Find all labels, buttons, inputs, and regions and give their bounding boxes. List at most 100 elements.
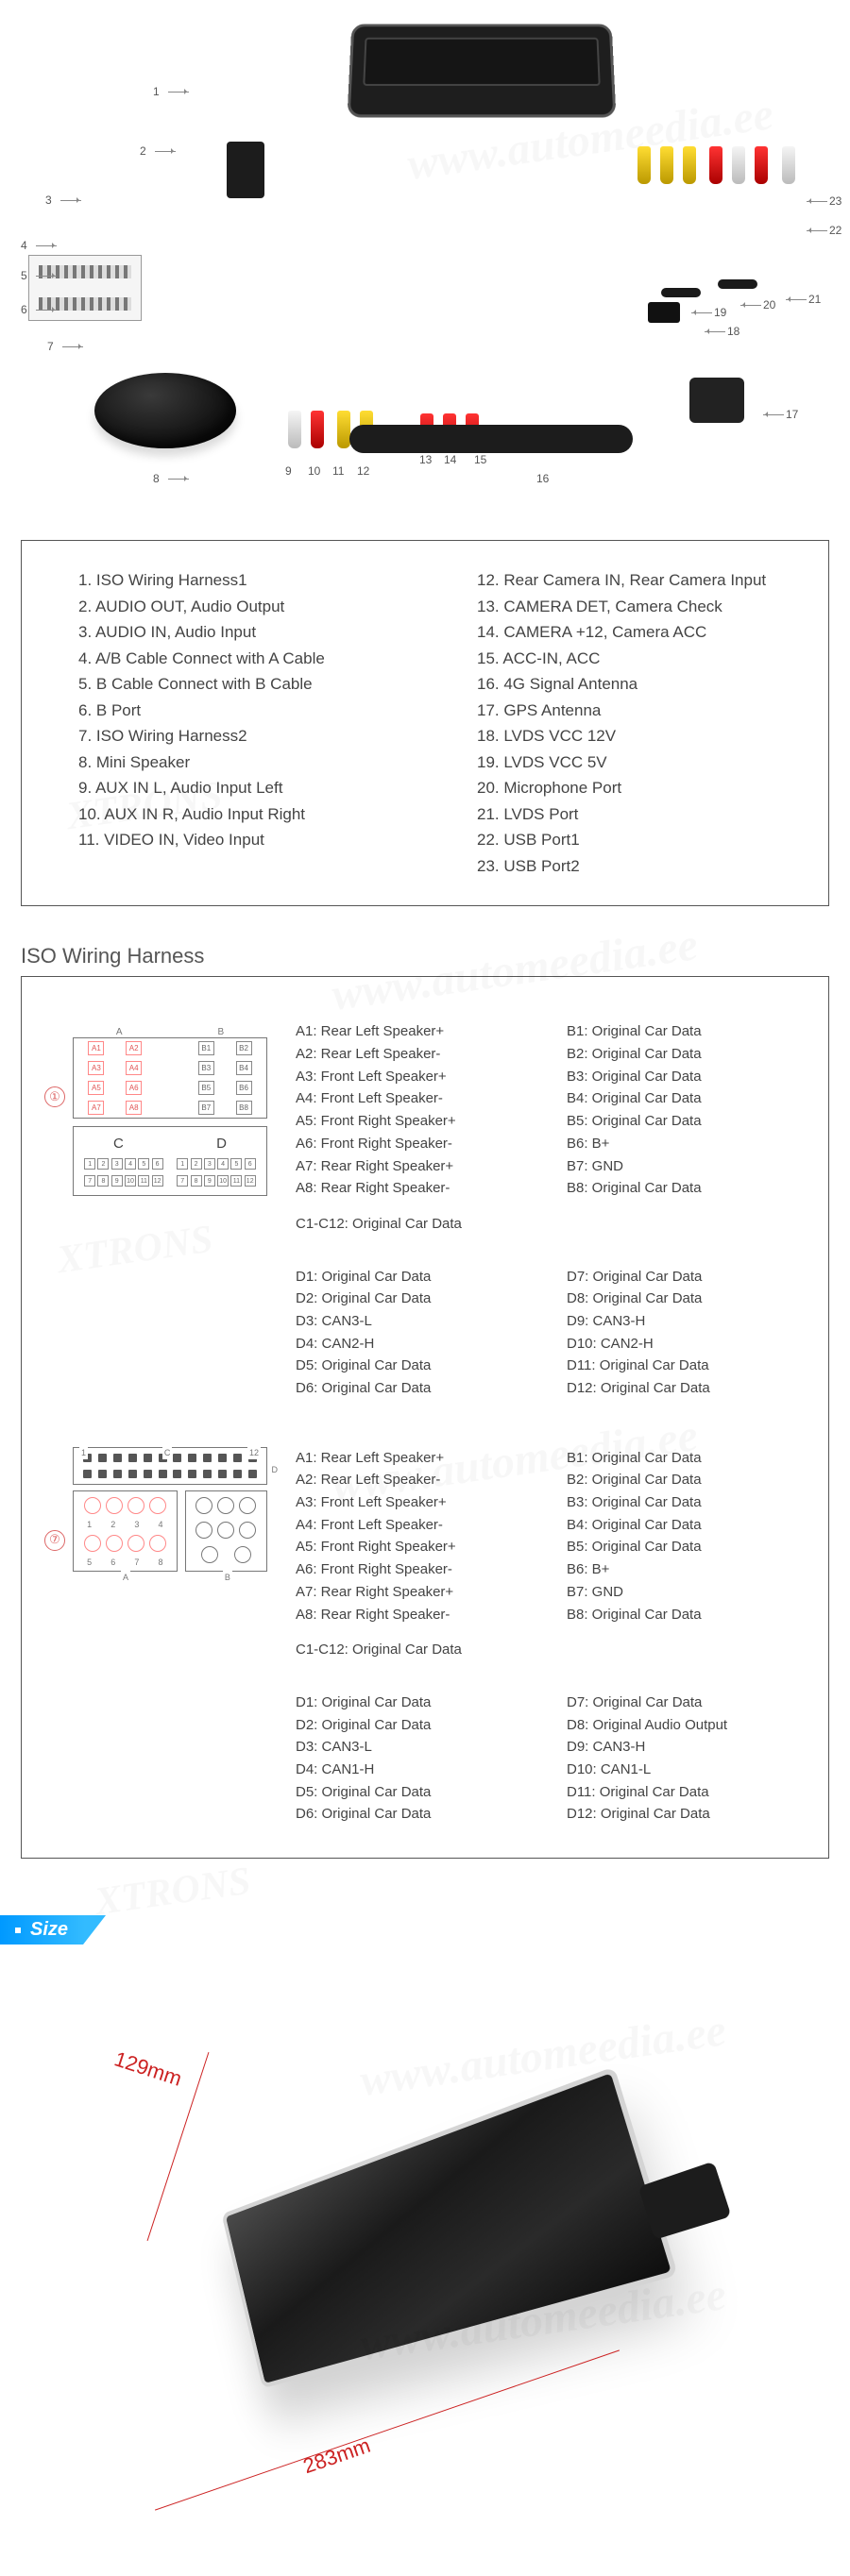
legend-item: A2: Rear Left Speaker- [296, 1469, 529, 1491]
legend-item: B8: Original Car Data [567, 1177, 800, 1200]
callout-9: 9 [285, 464, 298, 478]
legend-item: B2: Original Car Data [567, 1043, 800, 1066]
legend-item: D8: Original Audio Output [567, 1714, 800, 1737]
legend-item: D10: CAN2-H [567, 1333, 800, 1355]
callout-3: 3 [45, 194, 83, 207]
callout-5: 5 [21, 269, 59, 282]
legend-item: D3: CAN3-L [296, 1736, 529, 1759]
legend-item: B6: B+ [567, 1558, 800, 1581]
callout-19: 19 [689, 306, 727, 319]
legend-item: B5: Original Car Data [567, 1110, 800, 1133]
ref-num-1: ① [44, 1086, 65, 1107]
legend-item: 2. AUDIO OUT, Audio Output [78, 594, 401, 620]
legend-item: 10. AUX IN R, Audio Input Right [78, 801, 401, 828]
legend-item: 19. LVDS VCC 5V [477, 749, 800, 776]
legend-item: A8: Rear Right Speaker- [296, 1604, 529, 1626]
iso-section-1: ① A B A1A2B1B2 A3A4B3B4 A5A6B5B6 A7A8B7B… [50, 1020, 800, 1200]
iso-diagram-1: ① A B A1A2B1B2 A3A4B3B4 A5A6B5B6 A7A8B7B… [50, 1020, 267, 1200]
callout-6: 6 [21, 303, 59, 316]
product-3d [107, 1958, 744, 2534]
legend-item: A4: Front Left Speaker- [296, 1087, 529, 1110]
legend-item: A4: Front Left Speaker- [296, 1514, 529, 1537]
iso1-c-line: C1-C12: Original Car Data [296, 1213, 800, 1236]
legend-item: A6: Front Right Speaker- [296, 1133, 529, 1155]
legend-item: B5: Original Car Data [567, 1536, 800, 1558]
head-unit [348, 24, 617, 117]
pinout-ab: A B A1A2B1B2 A3A4B3B4 A5A6B5B6 A7A8B7B8 [73, 1037, 267, 1119]
legend-item: 5. B Cable Connect with B Cable [78, 671, 401, 698]
legend-item: 17. GPS Antenna [477, 698, 800, 724]
legend-item: 12. Rear Camera IN, Rear Camera Input [477, 567, 800, 594]
legend-item: B2: Original Car Data [567, 1469, 800, 1491]
legend-item: 18. LVDS VCC 12V [477, 723, 800, 749]
legend-item: B4: Original Car Data [567, 1514, 800, 1537]
legend-item: D8: Original Car Data [567, 1288, 800, 1310]
legend-item: D7: Original Car Data [567, 1266, 800, 1288]
legend-item: A6: Front Right Speaker- [296, 1558, 529, 1581]
legend-item: D6: Original Car Data [296, 1803, 529, 1826]
legend-item: B7: GND [567, 1581, 800, 1604]
legend-item: D12: Original Car Data [567, 1377, 800, 1400]
rca-group-3 [633, 146, 800, 189]
legend-item: 13. CAMERA DET, Camera Check [477, 594, 800, 620]
callout-15: 15 [474, 453, 487, 466]
legend-item: D9: CAN3-H [567, 1736, 800, 1759]
lvds-plug [648, 302, 680, 323]
legend-item: D1: Original Car Data [296, 1692, 529, 1714]
legend-item: A7: Rear Right Speaker+ [296, 1155, 529, 1178]
callout-13: 13 [419, 453, 433, 466]
callout-22: 22 [805, 224, 842, 237]
callout-23: 23 [805, 194, 842, 208]
legend-item: B7: GND [567, 1155, 800, 1178]
callout-20: 20 [739, 298, 776, 311]
legend-item: 6. B Port [78, 698, 401, 724]
iso-text-2-d: D1: Original Car DataD2: Original Car Da… [296, 1692, 800, 1826]
callout-1: 1 [153, 85, 191, 98]
legend-item: 22. USB Port1 [477, 827, 800, 853]
legend-item: B4: Original Car Data [567, 1087, 800, 1110]
legend-item: A2: Rear Left Speaker- [296, 1043, 529, 1066]
iso-text-2-ab: A1: Rear Left Speaker+A2: Rear Left Spea… [296, 1447, 800, 1626]
legend-item: 8. Mini Speaker [78, 749, 401, 776]
dim-height: 129mm [111, 2046, 185, 2091]
legend-item: A5: Front Right Speaker+ [296, 1110, 529, 1133]
legend-item: 9. AUX IN L, Audio Input Left [78, 775, 401, 801]
legend-item: D12: Original Car Data [567, 1803, 800, 1826]
callout-8: 8 [153, 472, 191, 485]
size-section: Size 129mm 283mm [0, 1915, 850, 2576]
callout-7: 7 [47, 340, 85, 353]
legend-item: 1. ISO Wiring Harness1 [78, 567, 401, 594]
plug [718, 279, 757, 289]
callout-21: 21 [784, 293, 822, 306]
legend-item: D4: CAN2-H [296, 1333, 529, 1355]
legend-item: 3. AUDIO IN, Audio Input [78, 619, 401, 646]
callout-12: 12 [357, 464, 370, 478]
plug [661, 288, 701, 297]
iso-text-1-d: D1: Original Car DataD2: Original Car Da… [296, 1266, 800, 1400]
legend-item: B1: Original Car Data [567, 1447, 800, 1470]
legend-item: 20. Microphone Port [477, 775, 800, 801]
wiring-photo: 1234567891011121314151617181920212223 [0, 0, 850, 529]
seg-a: 1234 5678 A [73, 1490, 178, 1572]
legend-item: D4: CAN1-H [296, 1759, 529, 1781]
iso-box: ① A B A1A2B1B2 A3A4B3B4 A5A6B5B6 A7A8B7B… [21, 976, 829, 1859]
legend-item: 16. 4G Signal Antenna [477, 671, 800, 698]
callout-2: 2 [140, 144, 178, 158]
legend-item: D1: Original Car Data [296, 1266, 529, 1288]
legend-item: D2: Original Car Data [296, 1714, 529, 1737]
legend-item: D7: Original Car Data [567, 1692, 800, 1714]
seg-b: B [185, 1490, 267, 1572]
callout-11: 11 [332, 464, 346, 478]
legend-item: A1: Rear Left Speaker+ [296, 1020, 529, 1043]
legend-item: D5: Original Car Data [296, 1355, 529, 1377]
legend-item: 23. USB Port2 [477, 853, 800, 880]
pinout-cd: C D 123456123456 789101112789101112 [73, 1126, 267, 1196]
legend-col-left: 1. ISO Wiring Harness12. AUDIO OUT, Audi… [78, 567, 401, 879]
callout-14: 14 [444, 453, 457, 466]
legend-item: 15. ACC-IN, ACC [477, 646, 800, 672]
legend-item: D2: Original Car Data [296, 1288, 529, 1310]
legend-item: B1: Original Car Data [567, 1020, 800, 1043]
legend-item: D3: CAN3-L [296, 1310, 529, 1333]
legend-item: A3: Front Left Speaker+ [296, 1491, 529, 1514]
legend-item: B6: B+ [567, 1133, 800, 1155]
